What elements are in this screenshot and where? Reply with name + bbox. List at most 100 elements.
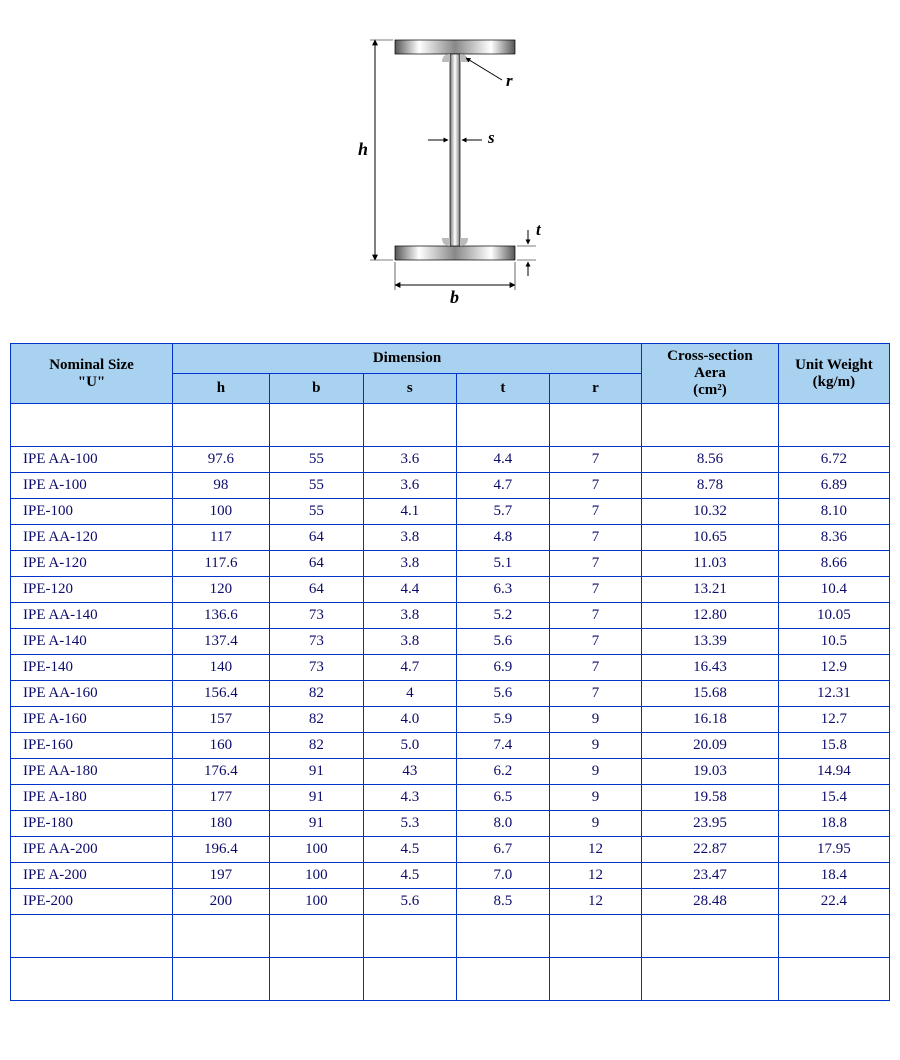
cell-value: 64 bbox=[269, 525, 363, 551]
cell-value: 4.5 bbox=[363, 837, 456, 863]
cell-value: 10.5 bbox=[778, 629, 889, 655]
cell-value: 91 bbox=[269, 785, 363, 811]
cell-value: 197 bbox=[173, 863, 270, 889]
cell-name: IPE AA-120 bbox=[11, 525, 173, 551]
cell-value: 9 bbox=[549, 733, 641, 759]
cell-value: 11.03 bbox=[642, 551, 779, 577]
spacer-row bbox=[11, 915, 890, 958]
cell-value: 64 bbox=[269, 577, 363, 603]
cell-value: 13.21 bbox=[642, 577, 779, 603]
cell-value: 98 bbox=[173, 473, 270, 499]
table-row: IPE A-140137.4733.85.6713.3910.5 bbox=[11, 629, 890, 655]
cell-value: 4.7 bbox=[456, 473, 549, 499]
col-t: t bbox=[456, 374, 549, 404]
cell-value: 137.4 bbox=[173, 629, 270, 655]
spacer-row bbox=[11, 404, 890, 447]
cell-value: 4.0 bbox=[363, 707, 456, 733]
cell-value: 7.4 bbox=[456, 733, 549, 759]
col-s: s bbox=[363, 374, 456, 404]
cell-value: 177 bbox=[173, 785, 270, 811]
cell-value: 23.47 bbox=[642, 863, 779, 889]
cell-value: 100 bbox=[269, 837, 363, 863]
cell-value: 82 bbox=[269, 707, 363, 733]
cell-value: 5.2 bbox=[456, 603, 549, 629]
col-dimension-group: Dimension bbox=[173, 344, 642, 374]
col-r: r bbox=[549, 374, 641, 404]
cell-value: 8.10 bbox=[778, 499, 889, 525]
cell-name: IPE A-180 bbox=[11, 785, 173, 811]
cell-name: IPE AA-140 bbox=[11, 603, 173, 629]
cell-value: 160 bbox=[173, 733, 270, 759]
label-b: b bbox=[450, 287, 459, 307]
cell-value: 6.5 bbox=[456, 785, 549, 811]
cell-value: 16.43 bbox=[642, 655, 779, 681]
cell-value: 6.72 bbox=[778, 447, 889, 473]
cell-value: 91 bbox=[269, 759, 363, 785]
cell-value: 12.80 bbox=[642, 603, 779, 629]
cell-value: 7.0 bbox=[456, 863, 549, 889]
ibeam-diagram: h b s t r bbox=[10, 10, 890, 315]
cell-value: 91 bbox=[269, 811, 363, 837]
cell-value: 10.05 bbox=[778, 603, 889, 629]
cell-value: 12.9 bbox=[778, 655, 889, 681]
cell-value: 4.3 bbox=[363, 785, 456, 811]
cell-value: 4.4 bbox=[363, 577, 456, 603]
cell-value: 10.32 bbox=[642, 499, 779, 525]
table-row: IPE A-180177914.36.5919.5815.4 bbox=[11, 785, 890, 811]
cell-value: 6.2 bbox=[456, 759, 549, 785]
cell-value: 22.4 bbox=[778, 889, 889, 915]
col-nominal: Nominal Size "U" bbox=[11, 344, 173, 404]
cell-value: 120 bbox=[173, 577, 270, 603]
cell-value: 19.58 bbox=[642, 785, 779, 811]
cell-value: 55 bbox=[269, 499, 363, 525]
cell-value: 7 bbox=[549, 551, 641, 577]
cell-value: 17.95 bbox=[778, 837, 889, 863]
table-row: IPE AA-120117643.84.8710.658.36 bbox=[11, 525, 890, 551]
cell-value: 4.8 bbox=[456, 525, 549, 551]
cell-value: 3.8 bbox=[363, 551, 456, 577]
table-row: IPE AA-140136.6733.85.2712.8010.05 bbox=[11, 603, 890, 629]
cell-value: 5.1 bbox=[456, 551, 549, 577]
cell-value: 28.48 bbox=[642, 889, 779, 915]
cell-value: 196.4 bbox=[173, 837, 270, 863]
cell-name: IPE A-100 bbox=[11, 473, 173, 499]
cell-value: 136.6 bbox=[173, 603, 270, 629]
cell-value: 18.4 bbox=[778, 863, 889, 889]
cell-value: 7 bbox=[549, 525, 641, 551]
cell-value: 9 bbox=[549, 785, 641, 811]
cell-value: 23.95 bbox=[642, 811, 779, 837]
table-row: IPE-180180915.38.0923.9518.8 bbox=[11, 811, 890, 837]
col-b: b bbox=[269, 374, 363, 404]
cell-value: 5.6 bbox=[363, 889, 456, 915]
cell-value: 6.3 bbox=[456, 577, 549, 603]
cell-value: 5.7 bbox=[456, 499, 549, 525]
cell-value: 82 bbox=[269, 681, 363, 707]
table-row: IPE AA-180176.491436.2919.0314.94 bbox=[11, 759, 890, 785]
cell-value: 7 bbox=[549, 577, 641, 603]
cell-value: 8.0 bbox=[456, 811, 549, 837]
cell-value: 12.7 bbox=[778, 707, 889, 733]
table-row: IPE A-120117.6643.85.1711.038.66 bbox=[11, 551, 890, 577]
cell-value: 9 bbox=[549, 811, 641, 837]
col-weight: Unit Weight (kg/m) bbox=[778, 344, 889, 404]
cell-value: 180 bbox=[173, 811, 270, 837]
cell-value: 73 bbox=[269, 655, 363, 681]
cell-value: 55 bbox=[269, 473, 363, 499]
cell-value: 4.1 bbox=[363, 499, 456, 525]
col-h: h bbox=[173, 374, 270, 404]
cell-value: 3.6 bbox=[363, 473, 456, 499]
cell-value: 7 bbox=[549, 629, 641, 655]
cell-name: IPE-140 bbox=[11, 655, 173, 681]
spacer-row bbox=[11, 958, 890, 1001]
cell-value: 20.09 bbox=[642, 733, 779, 759]
cell-name: IPE-160 bbox=[11, 733, 173, 759]
cell-value: 15.4 bbox=[778, 785, 889, 811]
cell-value: 12.31 bbox=[778, 681, 889, 707]
cell-value: 10.65 bbox=[642, 525, 779, 551]
cell-name: IPE-180 bbox=[11, 811, 173, 837]
cell-value: 5.3 bbox=[363, 811, 456, 837]
table-row: IPE-2002001005.68.51228.4822.4 bbox=[11, 889, 890, 915]
cell-value: 117.6 bbox=[173, 551, 270, 577]
cell-value: 3.8 bbox=[363, 629, 456, 655]
cell-value: 43 bbox=[363, 759, 456, 785]
